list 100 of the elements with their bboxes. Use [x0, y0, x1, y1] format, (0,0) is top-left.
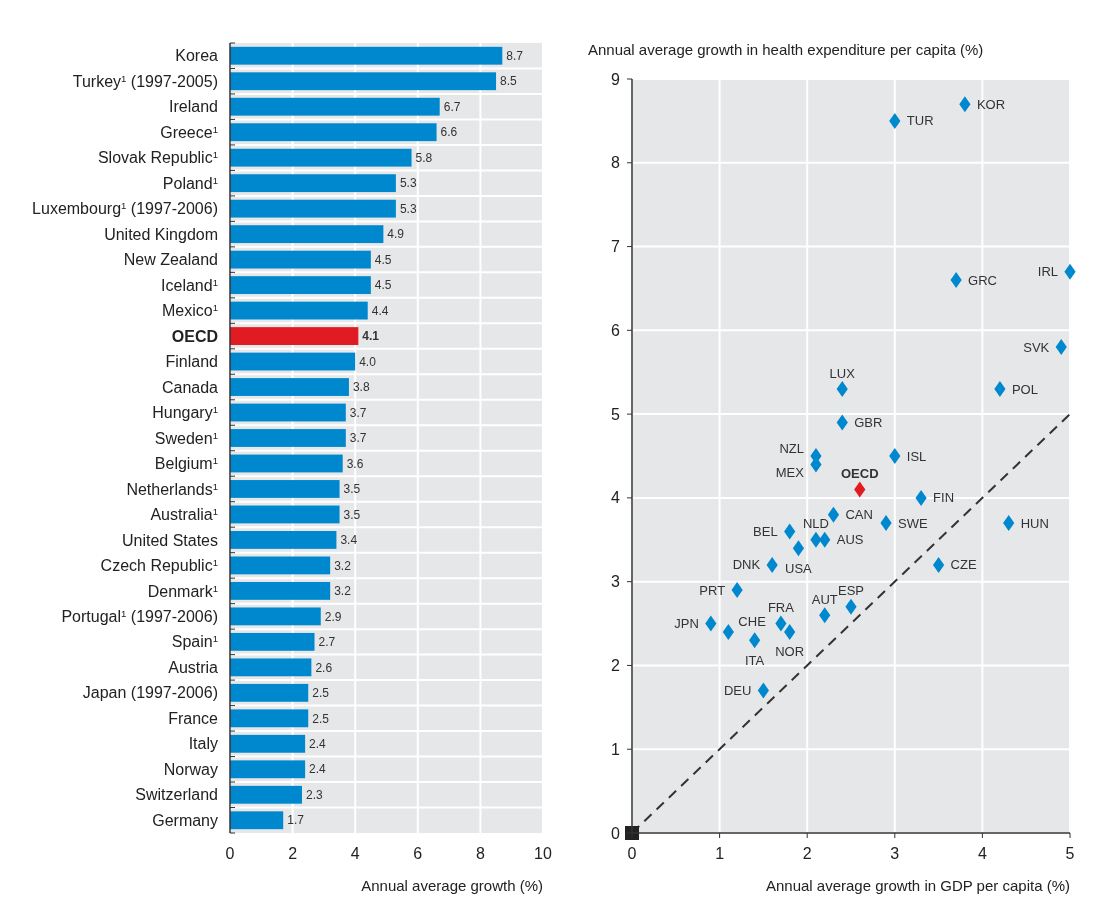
- data-label: 2.4: [309, 762, 327, 777]
- annotation: NOR: [775, 644, 805, 660]
- point: [784, 623, 796, 640]
- data-label: 3.5: [343, 507, 361, 522]
- x-tick-label: 2: [288, 845, 298, 862]
- annotation: NLD: [802, 516, 829, 532]
- point: [836, 380, 848, 397]
- data-label: 8.5: [500, 74, 518, 89]
- bar: [230, 199, 396, 218]
- point: [959, 96, 971, 113]
- annotation: KOR: [976, 96, 1006, 112]
- y-tick-label: 0: [611, 824, 621, 842]
- y-tick-label: France: [168, 709, 219, 727]
- y-tick-label: Portugal$^{1}$ (1997-2006): [61, 607, 218, 625]
- annotation: DEU: [723, 683, 752, 699]
- annotation: SVK: [1023, 339, 1050, 355]
- y-tick-label: Denmark$^{1}$: [147, 582, 218, 600]
- point: [915, 489, 927, 506]
- annotation: DNK: [732, 557, 761, 573]
- bar: [230, 709, 309, 728]
- annotation: ISL: [906, 448, 927, 464]
- annotation: LUX: [829, 365, 856, 381]
- y-tick-label: 8: [611, 154, 621, 172]
- x-tick-label: 5: [1065, 845, 1075, 862]
- bar: [230, 454, 343, 473]
- data-label: 2.7: [318, 635, 336, 650]
- y-tick-label: OECD: [171, 327, 218, 345]
- point: [784, 523, 796, 540]
- bar: [230, 556, 331, 575]
- bar: [230, 327, 359, 345]
- y-tick-label: Czech Republic$^{1}$: [100, 556, 218, 575]
- point: [819, 607, 831, 624]
- point: [854, 481, 866, 498]
- annotation: GRC: [968, 272, 998, 288]
- annotation: POL: [1011, 381, 1038, 397]
- annotation: HUN: [1020, 515, 1049, 531]
- bar: [230, 607, 321, 626]
- data-label: 2.9: [324, 609, 342, 624]
- point: [792, 540, 805, 557]
- data-label: 3.7: [349, 405, 367, 420]
- point: [1003, 515, 1015, 532]
- y-tick-label: 1: [611, 740, 621, 758]
- y-tick-label: Austria: [168, 658, 219, 676]
- bar: [230, 632, 315, 651]
- x-tick-label: 0: [627, 845, 637, 862]
- y-tick-label: Norway: [163, 760, 218, 778]
- data-label: 6.6: [440, 125, 458, 140]
- point: [827, 506, 840, 523]
- bar: [230, 148, 412, 167]
- point: [775, 615, 787, 632]
- annotation: OECD: [840, 466, 879, 482]
- bar: [230, 403, 346, 422]
- annotation: GBR: [854, 415, 883, 431]
- data-label: 4.0: [359, 354, 377, 369]
- annotation: AUS: [836, 532, 864, 548]
- data-label: 1.7: [287, 813, 305, 828]
- y-tick-label: United States: [121, 531, 218, 549]
- y-tick-label: Italy: [188, 735, 218, 753]
- point: [766, 556, 778, 573]
- y-tick-label: Japan (1997-2006): [82, 684, 218, 702]
- y-tick-label: United Kingdom: [104, 225, 218, 243]
- y-tick-label: Germany: [152, 811, 218, 829]
- point: [1055, 339, 1067, 356]
- bar: [230, 72, 497, 91]
- y-tick-label: Poland$^{1}$: [162, 174, 218, 192]
- data-label: 8.7: [506, 48, 524, 63]
- y-tick-label: Finland: [165, 353, 218, 371]
- y-tick-label: 3: [611, 573, 621, 591]
- x-tick-label: 0: [225, 845, 235, 862]
- annotation: CZE: [950, 557, 977, 573]
- bar: [230, 531, 337, 549]
- y-tick-label: 7: [611, 238, 621, 256]
- y-tick-label: Ireland: [169, 98, 218, 116]
- bar: [230, 429, 346, 447]
- bar: [230, 581, 331, 600]
- bar: [230, 683, 309, 702]
- y-tick-label: 5: [611, 405, 621, 423]
- bar: [230, 734, 306, 753]
- point: [819, 531, 831, 548]
- point: [731, 582, 743, 599]
- annotation: MEX: [775, 464, 805, 480]
- data-label: 3.8: [352, 380, 370, 395]
- point: [722, 623, 734, 640]
- y-tick-label: 2: [611, 657, 621, 675]
- annotation: FIN: [933, 490, 955, 506]
- annotation: JPN: [674, 616, 699, 632]
- data-label: 5.3: [399, 176, 417, 191]
- y-tick-label: Spain$^{1}$: [171, 632, 218, 651]
- data-label: 6.7: [443, 99, 461, 114]
- bar: [230, 225, 384, 244]
- data-label: 2.3: [305, 787, 323, 802]
- y-tick-label: Turkey$^{1}$ (1997-2005): [72, 72, 218, 90]
- data-label: 4.9: [387, 227, 405, 242]
- bar: [230, 301, 368, 320]
- bar: [230, 250, 371, 269]
- data-label: 3.6: [346, 456, 364, 471]
- bar: [230, 46, 503, 65]
- y-tick-label: Mexico$^{1}$: [161, 301, 218, 320]
- y-tick-label: Canada: [161, 378, 219, 396]
- x-tick-label: 4: [977, 845, 987, 862]
